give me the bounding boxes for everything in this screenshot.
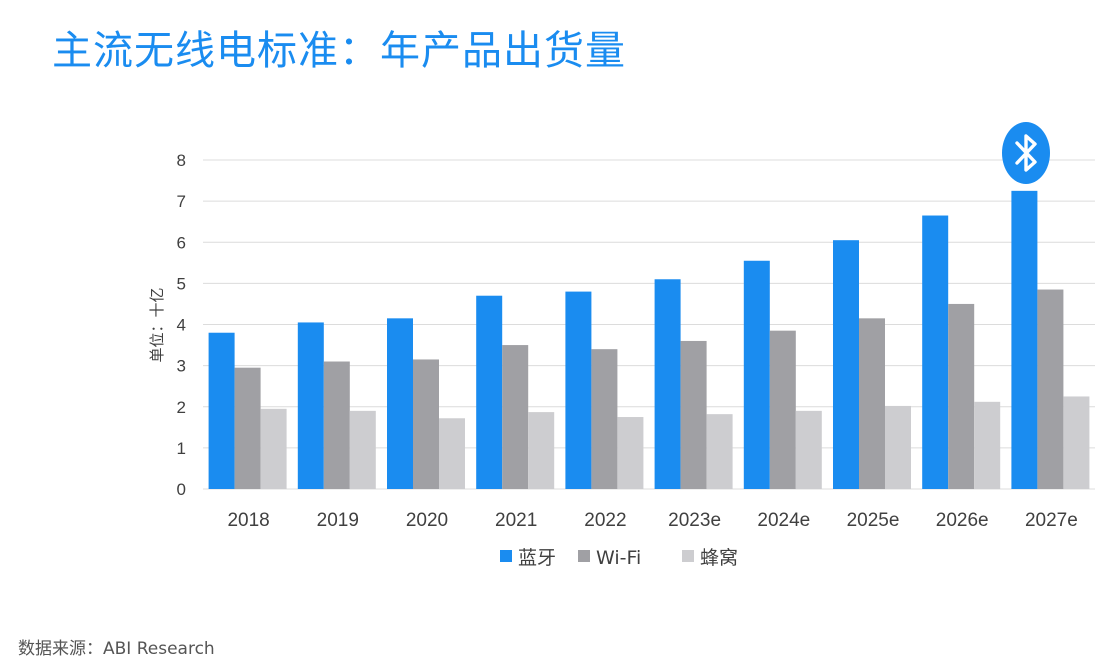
bar-蜂窝-2019	[349, 410, 376, 489]
bar-蜂窝-2021	[528, 412, 555, 489]
legend-label: Wi-Fi	[596, 547, 641, 569]
y-tick-label: 7	[177, 192, 186, 211]
bar-Wi-Fi-2018	[234, 367, 261, 489]
bluetooth-logo-icon	[1002, 122, 1050, 184]
y-axis-label: 单位：十亿	[148, 287, 166, 362]
bar-蜂窝-2018	[260, 408, 287, 489]
x-tick-label: 2020	[406, 510, 448, 531]
x-tick-label: 2026e	[936, 510, 989, 531]
x-tick-label: 2022	[584, 510, 626, 531]
x-tick-label: 2018	[227, 510, 269, 531]
x-tick-label: 2019	[317, 510, 359, 531]
x-tick-label: 2024e	[757, 510, 810, 531]
y-tick-label: 0	[177, 480, 186, 499]
bar-Wi-Fi-2024e	[769, 330, 796, 489]
legend-swatch	[682, 550, 694, 562]
y-tick-label: 3	[177, 357, 186, 376]
bar-蓝牙-2023e	[654, 279, 681, 489]
bar-蜂窝-2023e	[706, 414, 733, 489]
y-axis-ticks: 0 1 2 3 4 5 6 7 8	[177, 151, 186, 499]
bar-蓝牙-2026e	[922, 215, 949, 490]
bar-Wi-Fi-2021	[502, 345, 529, 489]
bar-Wi-Fi-2022	[591, 349, 618, 489]
bar-蓝牙-2021	[476, 295, 503, 489]
bar-蜂窝-2024e	[795, 410, 822, 489]
y-tick-label: 5	[177, 274, 186, 293]
y-tick-label: 8	[177, 151, 186, 170]
bar-蓝牙-2024e	[743, 260, 770, 489]
bar-Wi-Fi-2025e	[859, 318, 885, 489]
bar-Wi-Fi-2019	[323, 361, 350, 489]
y-tick-label: 4	[177, 316, 186, 335]
legend-label: 蓝牙	[518, 547, 556, 569]
bar-Wi-Fi-2023e	[680, 340, 707, 489]
page-title: 主流无线电标准：年产品出货量	[52, 28, 626, 74]
y-tick-label: 1	[177, 439, 186, 458]
bar-蓝牙-2020	[387, 318, 413, 489]
bar-Wi-Fi-2027e	[1037, 289, 1064, 489]
source-note: 数据来源：ABI Research	[18, 639, 215, 659]
bar-Wi-Fi-2020	[413, 359, 439, 489]
bar-蓝牙-2018	[208, 332, 235, 489]
bar-蓝牙-2019	[297, 322, 324, 489]
bar-蜂窝-2026e	[974, 401, 1001, 489]
bar-Wi-Fi-2026e	[948, 303, 975, 489]
x-tick-label: 2021	[495, 510, 537, 531]
bar-蜂窝-2020	[439, 418, 465, 489]
y-tick-label: 2	[177, 398, 186, 417]
bar-蓝牙-2025e	[833, 240, 859, 489]
legend: 蓝牙 Wi-Fi 蜂窝	[500, 547, 738, 569]
legend-swatch	[578, 550, 590, 562]
x-axis-ticks: 2018 2019 2020 2021 2022 2023e 2024e 2025e 2026e…	[227, 510, 1077, 531]
bar-蜂窝-2022	[617, 417, 644, 489]
bar-蓝牙-2022	[565, 291, 592, 489]
y-tick-label: 6	[177, 233, 186, 252]
x-tick-label: 2023e	[668, 510, 721, 531]
bar-蜂窝-2025e	[885, 405, 911, 489]
bar-蜂窝-2027e	[1063, 396, 1090, 489]
bars	[208, 190, 1090, 490]
legend-swatch	[500, 550, 512, 562]
bar-蓝牙-2027e	[1011, 190, 1038, 489]
x-tick-label: 2025e	[847, 510, 900, 531]
legend-label: 蜂窝	[700, 547, 738, 569]
x-tick-label: 2027e	[1025, 510, 1078, 531]
